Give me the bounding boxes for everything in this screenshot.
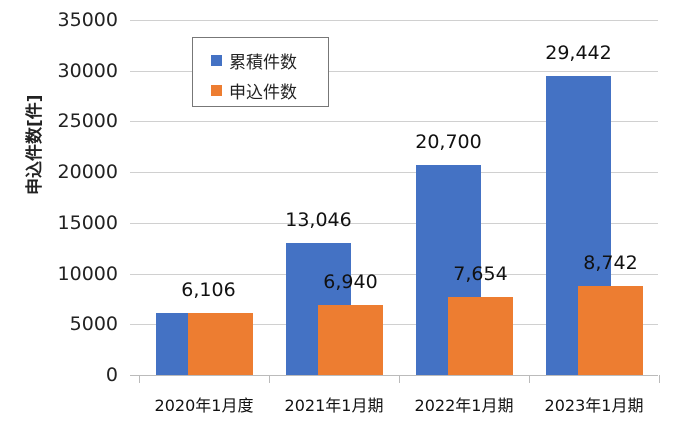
gridline	[130, 20, 658, 21]
legend: 累積件数 申込件数	[192, 37, 329, 107]
gridline	[130, 273, 658, 275]
bar-applications	[578, 286, 643, 375]
data-label: 29,442	[545, 42, 612, 65]
x-tick-label: 2021年1月期	[284, 396, 384, 415]
gridline	[130, 324, 658, 326]
gridline	[130, 121, 658, 123]
x-tick-mark	[529, 375, 530, 383]
y-tick-label: 15000	[57, 211, 118, 234]
legend-item-cumulative: 累積件数	[211, 48, 297, 73]
x-tick-label: 2022年1月期	[414, 396, 514, 415]
data-label: 20,700	[415, 131, 482, 154]
x-tick-mark	[139, 375, 140, 383]
gridline	[130, 222, 658, 224]
legend-swatch-blue	[211, 55, 222, 66]
legend-label: 累積件数	[229, 53, 297, 73]
y-tick-label: 25000	[57, 110, 118, 133]
x-tick-label: 2023年1月期	[544, 396, 644, 415]
x-tick-label: 2020年1月度	[154, 396, 254, 415]
legend-label: 申込件数	[229, 83, 297, 103]
bar-applications	[448, 297, 513, 375]
data-label: 6,940	[323, 270, 378, 293]
bar-applications	[188, 313, 253, 375]
data-label: 7,654	[453, 263, 508, 286]
bar-applications	[318, 304, 383, 375]
y-tick-label: 0	[105, 364, 118, 386]
legend-item-applications: 申込件数	[211, 78, 297, 103]
y-tick-label: 10000	[57, 262, 118, 285]
x-tick-mark	[269, 375, 270, 383]
gridline	[130, 172, 658, 174]
y-tick-label: 20000	[57, 161, 118, 184]
y-tick-label: 35000	[57, 9, 118, 31]
y-tick-label: 5000	[69, 313, 118, 336]
y-tick-label: 30000	[57, 59, 118, 82]
data-label: 8,742	[583, 252, 638, 275]
x-tick-mark	[399, 375, 400, 383]
legend-swatch-orange	[211, 85, 222, 96]
data-label: 13,046	[285, 208, 352, 231]
x-tick-mark	[659, 375, 660, 383]
gridline	[130, 375, 658, 376]
gridline	[130, 70, 658, 72]
data-label: 6,106	[181, 279, 236, 302]
